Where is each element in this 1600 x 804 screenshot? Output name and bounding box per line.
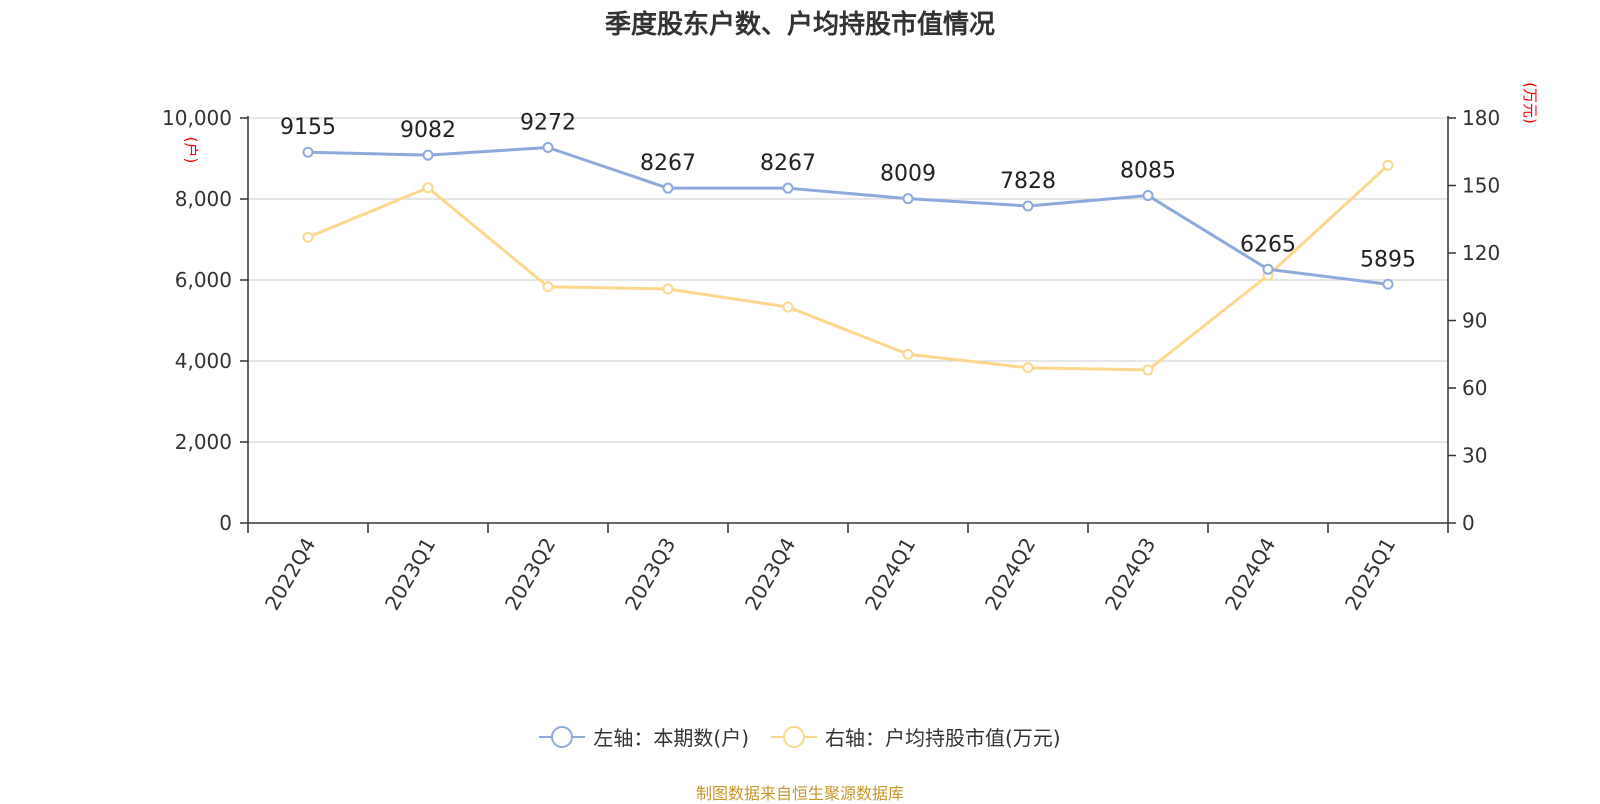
right-axis-tick-label: 90 xyxy=(1462,309,1487,333)
x-axis-tick-label: 2024Q2 xyxy=(980,534,1040,615)
data-label-left: 9272 xyxy=(520,110,576,135)
data-point-left xyxy=(1022,200,1034,212)
left-axis-tick-label: 0 xyxy=(219,511,232,535)
data-label-left: 6265 xyxy=(1240,232,1296,257)
right-axis-tick-label: 150 xyxy=(1462,174,1500,198)
x-axis-tick-label: 2023Q1 xyxy=(380,534,440,615)
chart-title: 季度股东户数、户均持股市值情况 xyxy=(604,10,995,40)
series-line-right xyxy=(307,164,1390,372)
left-axis-unit: (户) xyxy=(182,137,200,164)
legend-label-left: 左轴：本期数(户) xyxy=(593,726,749,750)
right-axis-unit: (万元) xyxy=(1521,82,1539,124)
data-label-left: 8267 xyxy=(640,151,696,176)
data-point-left xyxy=(782,182,794,194)
data-label-left: 8085 xyxy=(1120,159,1176,184)
x-axis-tick-label: 2024Q1 xyxy=(860,534,920,615)
x-axis-tick-label: 2024Q4 xyxy=(1220,534,1280,615)
data-point-right xyxy=(542,281,554,293)
data-label-left: 9082 xyxy=(400,118,456,143)
data-source-note: 制图数据来自恒生聚源数据库 xyxy=(695,784,904,803)
legend-item-right[interactable]: 右轴：户均持股市值(万元) xyxy=(771,722,1061,751)
data-point-left xyxy=(1262,263,1274,275)
data-point-right xyxy=(422,182,434,194)
line-chart: 0 2,000 4,000 6,000 8,000 10,000 0 30 60 90 120 150… xyxy=(162,82,1539,615)
data-label-left: 5895 xyxy=(1360,247,1416,272)
data-point-right xyxy=(302,231,314,243)
data-point-left xyxy=(302,146,314,158)
data-point-left xyxy=(902,193,914,205)
legend-marker-right xyxy=(771,725,817,748)
left-axis-tick-label: 2,000 xyxy=(175,430,232,454)
x-axis-tick-label: 2023Q3 xyxy=(620,534,680,615)
left-axis-tick-label: 8,000 xyxy=(175,187,232,211)
data-point-right xyxy=(1382,159,1394,171)
data-point-right xyxy=(782,301,794,313)
legend-marker-left xyxy=(539,725,586,748)
x-axis-tick-label: 2023Q4 xyxy=(740,534,800,615)
right-axis-tick-label: 60 xyxy=(1462,376,1487,400)
data-point-left xyxy=(542,141,554,153)
series-line-left xyxy=(307,145,1389,286)
right-axis-tick-label: 30 xyxy=(1462,444,1487,468)
right-axis-tick-label: 180 xyxy=(1462,106,1500,130)
data-point-right xyxy=(902,348,914,360)
x-axis-tick-label: 2022Q4 xyxy=(260,534,320,615)
data-point-left xyxy=(1382,278,1394,290)
legend-label-right: 右轴：户均持股市值(万元) xyxy=(825,726,1061,750)
legend-item-left[interactable]: 左轴：本期数(户) xyxy=(539,722,749,751)
chart-legend: 左轴：本期数(户) 右轴：户均持股市值(万元) xyxy=(0,722,1600,751)
right-axis-tick-label: 120 xyxy=(1462,241,1500,265)
data-label-left: 8267 xyxy=(760,151,816,176)
x-axis-tick-label: 2025Q1 xyxy=(1340,534,1400,615)
x-axis-tick-label: 2023Q2 xyxy=(500,534,560,615)
data-label-left: 9155 xyxy=(280,115,336,140)
data-point-left xyxy=(662,182,674,194)
data-point-left xyxy=(422,149,434,161)
left-axis-tick-label: 4,000 xyxy=(175,349,232,373)
x-axis-tick-label: 2024Q3 xyxy=(1100,534,1160,615)
left-axis-tick-label: 6,000 xyxy=(175,268,232,292)
right-axis-tick-label: 0 xyxy=(1462,511,1475,535)
data-point-right xyxy=(662,283,674,295)
left-axis-tick-label: 10,000 xyxy=(162,106,232,130)
data-label-left: 8009 xyxy=(880,162,936,187)
data-point-left xyxy=(1142,190,1154,202)
data-label-left: 7828 xyxy=(1000,169,1056,194)
data-point-right xyxy=(1142,364,1154,376)
data-point-right xyxy=(1022,362,1034,374)
